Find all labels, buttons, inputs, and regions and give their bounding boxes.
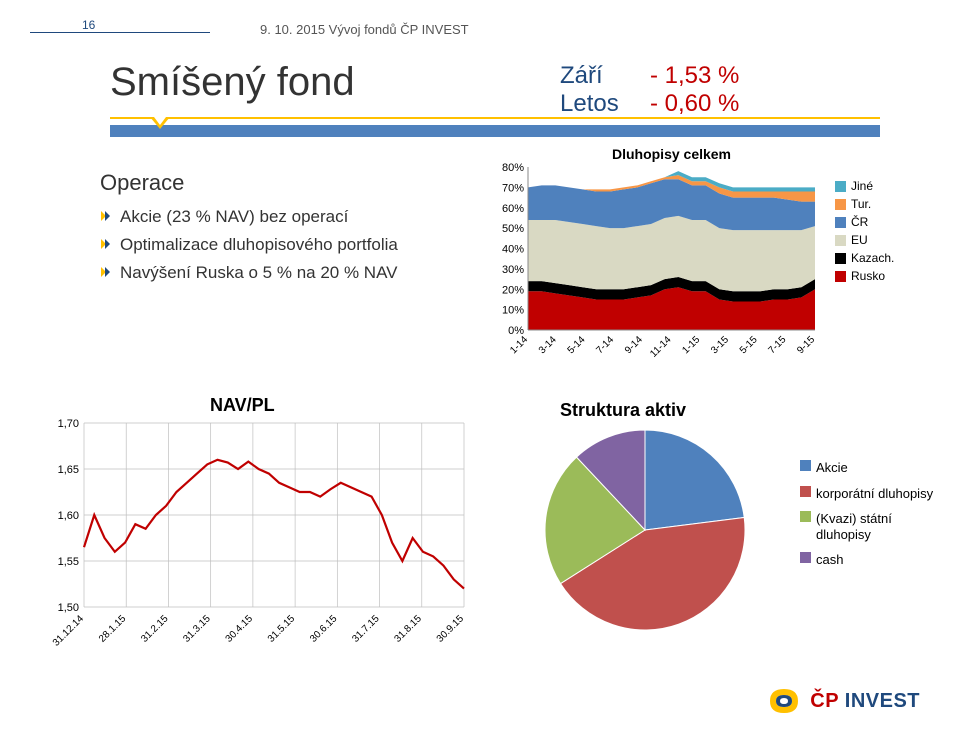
logo-inv: INVEST [839, 690, 920, 712]
logo-icon [766, 683, 802, 719]
legend-swatch [835, 181, 846, 192]
svg-text:3-15: 3-15 [709, 334, 731, 356]
logo-text: ČP INVEST [810, 690, 920, 713]
navpl-title: NAV/PL [210, 395, 275, 416]
svg-text:1,60: 1,60 [58, 510, 79, 522]
perf-row1-value: - 1,53 % [650, 62, 739, 90]
svg-text:Dluhopisy celkem: Dluhopisy celkem [612, 146, 731, 162]
svg-text:10%: 10% [502, 305, 524, 317]
title-bar [110, 125, 880, 137]
performance-block: Září- 1,53 % Letos- 0,60 % [560, 62, 739, 118]
svg-text:3-14: 3-14 [537, 334, 559, 356]
svg-text:31.12.14: 31.12.14 [51, 613, 87, 649]
legend-swatch [835, 199, 846, 210]
legend-swatch [800, 460, 811, 471]
legend-item: EU [835, 233, 894, 247]
navpl-line-chart: NAV/PL 1,50 1,55 1,60 1,65 1,70 31.12.14 28.1.… [50, 395, 470, 665]
chevron-icon [100, 210, 112, 222]
svg-text:31.7.15: 31.7.15 [350, 613, 382, 645]
pie-legend: Akcie korporátní dluhopisy (Kvazi) státní … [800, 450, 936, 578]
legend-item: cash [800, 552, 936, 568]
svg-text:30.9.15: 30.9.15 [435, 613, 467, 645]
cp-invest-logo: ČP INVEST [766, 683, 920, 719]
header-date: 9. 10. 2015 Vývoj fondů ČP INVEST [260, 22, 469, 37]
legend-label: Akcie [816, 460, 848, 476]
legend-item: (Kvazi) státní dluhopisy [800, 511, 936, 542]
svg-text:31.5.15: 31.5.15 [266, 613, 298, 645]
perf-row2-value: - 0,60 % [650, 90, 739, 118]
bonds-area-chart: 0%10%20%30%40%50%60%70%80%1-143-145-147-… [490, 145, 820, 375]
svg-text:1-14: 1-14 [508, 334, 530, 356]
legend-item: Tur. [835, 197, 894, 211]
svg-text:1,50: 1,50 [58, 602, 79, 614]
svg-text:28.1.15: 28.1.15 [97, 613, 129, 645]
legend-swatch [835, 253, 846, 264]
legend-label: Jiné [851, 179, 873, 193]
legend-swatch [835, 235, 846, 246]
page-number-underline [30, 32, 210, 33]
page-number: 16 [82, 18, 95, 32]
legend-item: Kazach. [835, 251, 894, 265]
svg-text:7-14: 7-14 [594, 334, 616, 356]
legend-label: (Kvazi) státní dluhopisy [816, 511, 936, 542]
svg-text:9-15: 9-15 [795, 334, 817, 356]
svg-text:1,70: 1,70 [58, 418, 79, 430]
legend-swatch [800, 486, 811, 497]
perf-row1-label: Září [560, 62, 650, 90]
svg-text:60%: 60% [502, 203, 524, 215]
legend-label: korporátní dluhopisy [816, 486, 933, 502]
ops-item: Akcie (23 % NAV) bez operací [100, 206, 480, 228]
asset-pie-chart [520, 400, 770, 650]
legend-label: ČR [851, 215, 868, 229]
svg-text:11-14: 11-14 [648, 334, 674, 360]
legend-label: Tur. [851, 197, 871, 211]
svg-text:30.6.15: 30.6.15 [308, 613, 340, 645]
svg-text:40%: 40% [502, 244, 524, 256]
legend-swatch [800, 511, 811, 522]
legend-label: Kazach. [851, 251, 894, 265]
chevron-icon [100, 266, 112, 278]
logo-cp: ČP [810, 690, 838, 712]
legend-item: ČR [835, 215, 894, 229]
legend-label: Rusko [851, 269, 885, 283]
svg-text:31.8.15: 31.8.15 [393, 613, 425, 645]
svg-text:50%: 50% [502, 223, 524, 235]
svg-text:1,55: 1,55 [58, 556, 79, 568]
svg-text:31.2.15: 31.2.15 [139, 613, 171, 645]
legend-label: EU [851, 233, 868, 247]
svg-text:5-14: 5-14 [566, 334, 588, 356]
svg-text:1,65: 1,65 [58, 464, 79, 476]
legend-swatch [835, 271, 846, 282]
legend-item: korporátní dluhopisy [800, 486, 936, 502]
svg-text:30%: 30% [502, 264, 524, 276]
svg-text:7-15: 7-15 [766, 334, 788, 356]
svg-text:31.3.15: 31.3.15 [181, 613, 213, 645]
page-title: Smíšený fond [110, 60, 355, 105]
svg-text:70%: 70% [502, 182, 524, 194]
svg-text:1-15: 1-15 [680, 334, 702, 356]
svg-text:9-14: 9-14 [623, 334, 645, 356]
area-chart-legend: Jiné Tur. ČR EU Kazach. Rusko [835, 175, 894, 287]
operations-title: Operace [100, 170, 480, 196]
legend-item: Jiné [835, 179, 894, 193]
ops-item: Optimalizace dluhopisového portfolia [100, 234, 480, 256]
svg-text:20%: 20% [502, 284, 524, 296]
legend-label: cash [816, 552, 843, 568]
svg-text:80%: 80% [502, 162, 524, 174]
svg-text:5-15: 5-15 [738, 334, 760, 356]
svg-text:30.4.15: 30.4.15 [224, 613, 256, 645]
ops-item: Navýšení Ruska o 5 % na 20 % NAV [100, 262, 480, 284]
perf-row2-label: Letos [560, 90, 650, 118]
chevron-icon [100, 238, 112, 250]
title-pointer-icon [150, 117, 170, 129]
legend-item: Akcie [800, 460, 936, 476]
legend-swatch [835, 217, 846, 228]
legend-item: Rusko [835, 269, 894, 283]
legend-swatch [800, 552, 811, 563]
operations-block: Operace Akcie (23 % NAV) bez operací Opti… [100, 170, 480, 290]
